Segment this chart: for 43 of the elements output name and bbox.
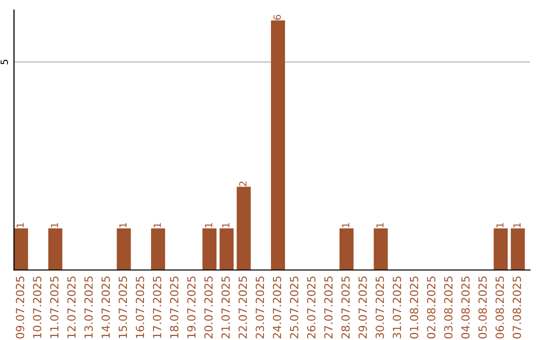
x-tick-label: 13.07.2025 <box>84 276 93 338</box>
x-tick-label: 03.08.2025 <box>444 276 453 338</box>
x-tick-label: 07.08.2025 <box>512 276 522 338</box>
x-tick-label: 12.07.2025 <box>67 276 76 338</box>
data-label: 1 <box>16 223 24 228</box>
data-label: 1 <box>119 223 126 228</box>
x-tick-label: 24.07.2025 <box>272 276 282 338</box>
data-label: 2 <box>239 182 246 186</box>
x-tick-label: 25.07.2025 <box>290 276 298 338</box>
x-tick-label: 18.07.2025 <box>170 276 178 338</box>
x-tick-label: 21.07.2025 <box>221 276 230 338</box>
x-tick-label: 06.08.2025 <box>496 276 504 338</box>
data-label: 1 <box>205 223 212 228</box>
x-tick-label: 16.07.2025 <box>136 276 144 338</box>
x-tick-label: 28.07.2025 <box>341 276 350 338</box>
data-label: 1 <box>513 223 521 228</box>
data-label: 1 <box>222 223 230 228</box>
x-tick-label: 15.07.2025 <box>118 276 128 338</box>
data-label: 1 <box>50 223 58 228</box>
x-tick-label: 31.07.2025 <box>392 276 402 338</box>
x-tick-label: 14.07.2025 <box>102 276 110 338</box>
x-tick-label: 26.07.2025 <box>307 276 316 338</box>
x-tick-label: 29.07.2025 <box>358 276 367 338</box>
x-tick-label: 02.08.2025 <box>427 276 436 338</box>
data-label: 1 <box>376 223 384 228</box>
x-tick-label: 09.07.2025 <box>16 276 24 338</box>
x-tick-label: 11.07.2025 <box>50 276 59 338</box>
x-tick-label: 05.08.2025 <box>478 276 487 338</box>
x-tick-label: 23.07.2025 <box>256 276 264 338</box>
x-tick-label: 22.07.2025 <box>238 276 247 338</box>
x-tick-label: 20.07.2025 <box>204 276 213 338</box>
data-label: 6 <box>273 14 281 20</box>
x-tick-label: 04.08.2025 <box>461 276 470 338</box>
x-tick-label: 01.08.2025 <box>410 276 418 338</box>
x-tick-label: 19.07.2025 <box>187 276 196 338</box>
data-label: 1 <box>342 223 350 228</box>
x-tick-label: 30.07.2025 <box>376 276 384 338</box>
x-tick-label: 27.07.2025 <box>324 276 333 338</box>
data-label: 1 <box>154 223 161 228</box>
y-tick-label: 5 <box>0 60 8 64</box>
x-tick-label: 10.07.2025 <box>32 276 42 338</box>
data-label: 1 <box>496 223 504 228</box>
x-tick-label: 17.07.2025 <box>152 276 162 338</box>
